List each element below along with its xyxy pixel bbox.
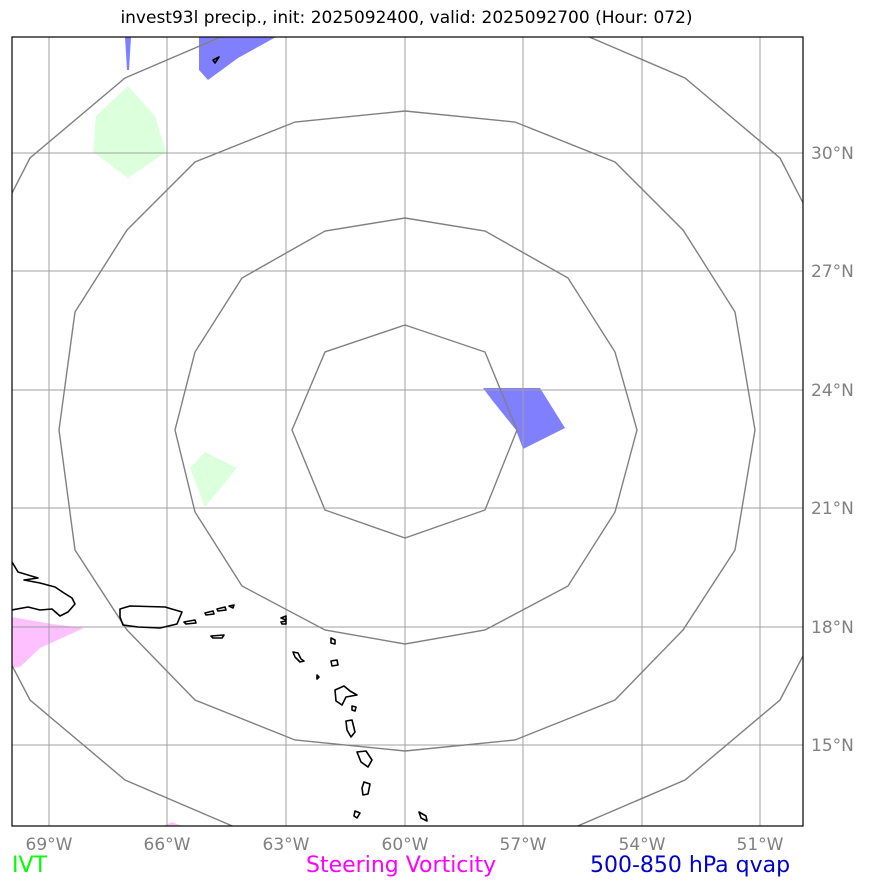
- lon-label: 66°W: [144, 835, 191, 855]
- qvap-field: [199, 37, 276, 80]
- coastline-island: [183, 619, 197, 625]
- range-ring-inner: [291, 324, 518, 539]
- range-ring-3: [58, 110, 756, 752]
- lon-label: 60°W: [382, 835, 429, 855]
- coastline-island: [353, 810, 361, 819]
- coastline-island: [351, 705, 357, 712]
- range-ring-2: [174, 217, 638, 645]
- coastline-island: [418, 811, 428, 822]
- coastline-island: [361, 781, 371, 796]
- legend-ivt: IVT: [12, 853, 47, 878]
- legend-steering-vorticity: Steering Vorticity: [306, 853, 497, 878]
- coastline-island: [280, 615, 287, 621]
- coastlines: [12, 56, 428, 822]
- lon-label: 63°W: [263, 835, 310, 855]
- steering-vorticity-field: [163, 822, 182, 826]
- map-frame: [11, 36, 804, 827]
- legend-qvap: 500-850 hPa qvap: [590, 853, 791, 878]
- qvap-field: [483, 388, 565, 449]
- lon-label: 69°W: [26, 835, 73, 855]
- latitude-labels: 30°N 27°N 24°N 21°N 18°N 15°N: [811, 144, 854, 756]
- steering-vorticity-field: [12, 617, 84, 668]
- lat-label: 18°N: [811, 618, 854, 638]
- coastline-island: [204, 610, 215, 616]
- coastline-island: [212, 56, 220, 64]
- lon-label: 51°W: [737, 835, 784, 855]
- coastline-island: [330, 659, 339, 667]
- coastline-island: [316, 674, 320, 680]
- coastline-island: [292, 651, 305, 663]
- lat-label: 21°N: [811, 499, 854, 519]
- longitude-labels: 69°W 66°W 63°W 60°W 57°W 54°W 51°W: [26, 835, 784, 855]
- range-ring-outer: [12, 37, 803, 826]
- coastline-puerto-rico: [119, 605, 183, 629]
- lon-label: 57°W: [500, 835, 547, 855]
- lat-label: 30°N: [811, 144, 854, 164]
- coastline-hispaniola: [12, 561, 76, 617]
- coastline-island: [345, 719, 356, 738]
- coastline-island: [210, 634, 225, 639]
- ivt-field: [190, 452, 237, 507]
- lon-label: 54°W: [619, 835, 666, 855]
- coastline-island: [280, 620, 287, 625]
- coastline-island: [334, 685, 358, 706]
- map-title: invest93l precip., init: 2025092400, val…: [120, 8, 693, 28]
- lat-label: 24°N: [811, 381, 854, 401]
- qvap-field: [125, 37, 131, 70]
- coastline-island: [356, 750, 373, 768]
- coastline-island: [330, 637, 336, 645]
- coastline-island: [216, 606, 227, 612]
- ivt-field: [93, 86, 166, 178]
- coastline-island: [228, 604, 235, 609]
- lat-label: 27°N: [811, 262, 854, 282]
- range-rings: [12, 37, 803, 826]
- lat-label: 15°N: [811, 736, 854, 756]
